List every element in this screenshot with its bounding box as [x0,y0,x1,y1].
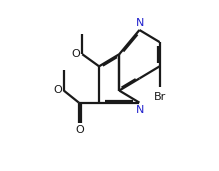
Text: N: N [136,18,145,28]
Text: Br: Br [154,92,167,102]
Text: N: N [136,105,145,115]
Text: O: O [53,85,62,95]
Text: O: O [75,125,84,135]
Text: O: O [72,49,81,58]
